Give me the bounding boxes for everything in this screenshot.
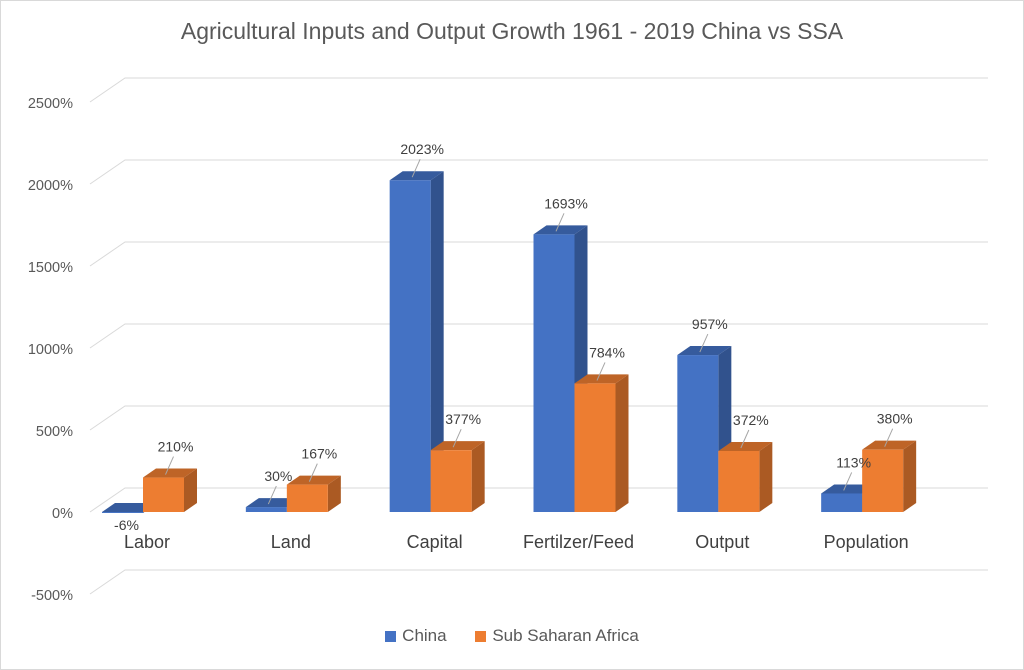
bar-sub-saharan-africa bbox=[718, 441, 773, 512]
chart-title: Agricultural Inputs and Output Growth 19… bbox=[180, 18, 844, 44]
y-tick-label: -500% bbox=[31, 588, 73, 604]
bar-top bbox=[821, 484, 876, 494]
bar-front bbox=[102, 512, 143, 513]
bars bbox=[102, 171, 917, 513]
leader-line bbox=[411, 159, 421, 178]
data-label: 377% bbox=[445, 411, 481, 427]
leader-line bbox=[843, 472, 853, 491]
x-tick-label: Capital bbox=[407, 532, 463, 552]
bar-side bbox=[471, 441, 485, 512]
y-tick-label: 1500% bbox=[28, 260, 73, 276]
bar-china bbox=[389, 171, 444, 512]
legend-item-china: China bbox=[385, 626, 447, 646]
y-tick-label: 1000% bbox=[28, 342, 73, 358]
leader-line bbox=[596, 362, 606, 381]
bar-top bbox=[389, 171, 444, 181]
data-label: 380% bbox=[877, 411, 913, 427]
bar-front bbox=[862, 449, 904, 512]
y-tick-label: 0% bbox=[52, 506, 73, 522]
x-tick-label: Fertilzer/Feed bbox=[523, 532, 634, 552]
leader-line bbox=[555, 213, 565, 232]
leader-line bbox=[452, 428, 462, 448]
bar-top bbox=[862, 440, 917, 450]
bar-front bbox=[245, 507, 287, 512]
bar-front bbox=[574, 383, 616, 512]
bar-sub-saharan-africa bbox=[430, 441, 485, 512]
gridline bbox=[89, 77, 988, 103]
bar-front bbox=[533, 234, 575, 512]
bar-side bbox=[430, 171, 444, 512]
y-axis-ticks: 2500% 2000% 1500% 1000% 500% 0% -500% bbox=[28, 96, 73, 604]
leader-line bbox=[308, 463, 318, 482]
leader-line bbox=[267, 485, 277, 505]
bar-front bbox=[286, 484, 328, 512]
data-label: -6% bbox=[114, 517, 139, 533]
bar-side bbox=[903, 440, 917, 512]
leader-line bbox=[165, 456, 174, 475]
bar-front bbox=[677, 355, 719, 512]
legend-label-china: China bbox=[402, 626, 447, 645]
gridline bbox=[89, 159, 988, 185]
data-labels: -6% 210% 30% 167% 2023% 377% 1693% 784% 957% 372%… bbox=[114, 141, 913, 533]
x-tick-label: Labor bbox=[124, 532, 170, 552]
data-label: 30% bbox=[264, 468, 292, 484]
x-tick-label: Output bbox=[695, 532, 749, 552]
bar-top bbox=[533, 225, 588, 235]
bar-top bbox=[286, 475, 341, 485]
y-tick-label: 2500% bbox=[28, 96, 73, 112]
data-label: 372% bbox=[733, 412, 769, 428]
bar-sub-saharan-africa bbox=[574, 374, 629, 512]
bar-top bbox=[430, 441, 485, 451]
bar-front bbox=[430, 450, 472, 512]
bar-front bbox=[143, 477, 184, 512]
bar-top bbox=[718, 441, 773, 451]
y-tick-label: 2000% bbox=[28, 178, 73, 194]
x-tick-label: Land bbox=[271, 532, 311, 552]
legend-swatch-ssa bbox=[475, 630, 487, 642]
leader-line bbox=[699, 333, 709, 353]
data-label: 2023% bbox=[400, 141, 444, 157]
bar-front bbox=[389, 180, 431, 512]
data-label: 113% bbox=[836, 454, 871, 470]
leader-line bbox=[740, 429, 750, 449]
bar-top bbox=[574, 374, 629, 384]
bar-front bbox=[718, 450, 760, 512]
data-label: 1693% bbox=[544, 195, 588, 211]
gridline bbox=[89, 241, 988, 267]
bar-top bbox=[143, 468, 197, 478]
y-tick-label: 500% bbox=[36, 424, 73, 440]
gridline bbox=[89, 323, 988, 349]
bar-sub-saharan-africa bbox=[143, 468, 197, 512]
leader-line bbox=[884, 428, 894, 447]
legend-label-ssa: Sub Saharan Africa bbox=[492, 626, 639, 645]
bar-front bbox=[821, 493, 863, 512]
bar-side bbox=[184, 468, 197, 512]
data-label: 210% bbox=[158, 439, 194, 455]
legend: China Sub Saharan Africa bbox=[0, 626, 1024, 647]
data-label: 167% bbox=[301, 446, 337, 462]
legend-item-ssa: Sub Saharan Africa bbox=[475, 626, 639, 646]
data-label: 957% bbox=[692, 316, 728, 332]
bar-side bbox=[327, 475, 341, 512]
gridline bbox=[89, 569, 988, 595]
x-axis-ticks: Labor Land Capital Fertilzer/Feed Output Popu… bbox=[124, 532, 909, 552]
bar-side bbox=[615, 374, 629, 512]
bar-top bbox=[677, 346, 732, 356]
bar-top bbox=[102, 503, 156, 512]
data-label: 784% bbox=[589, 344, 625, 360]
legend-swatch-china bbox=[385, 630, 397, 642]
x-tick-label: Population bbox=[824, 532, 909, 552]
bar-side bbox=[759, 441, 773, 512]
bar-top bbox=[245, 498, 300, 508]
bar-sub-saharan-africa bbox=[862, 440, 917, 512]
bar-sub-saharan-africa bbox=[286, 475, 341, 512]
